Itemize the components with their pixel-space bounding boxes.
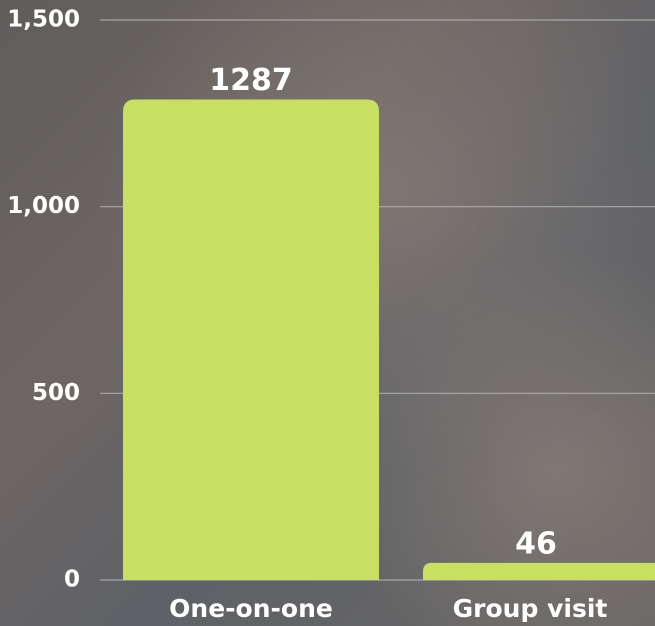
data-label: 1287 [209,63,293,98]
y-tick-label: 1,000 [7,193,80,219]
y-tick-label: 1,500 [7,7,80,33]
y-tick-label: 500 [32,380,80,406]
bar [123,99,379,581]
data-label: 46 [515,526,557,561]
bar [423,562,655,580]
x-tick-label: Group visit [453,594,608,623]
x-tick-label: One-on-one [169,594,333,623]
y-tick-label: 0 [64,567,80,593]
